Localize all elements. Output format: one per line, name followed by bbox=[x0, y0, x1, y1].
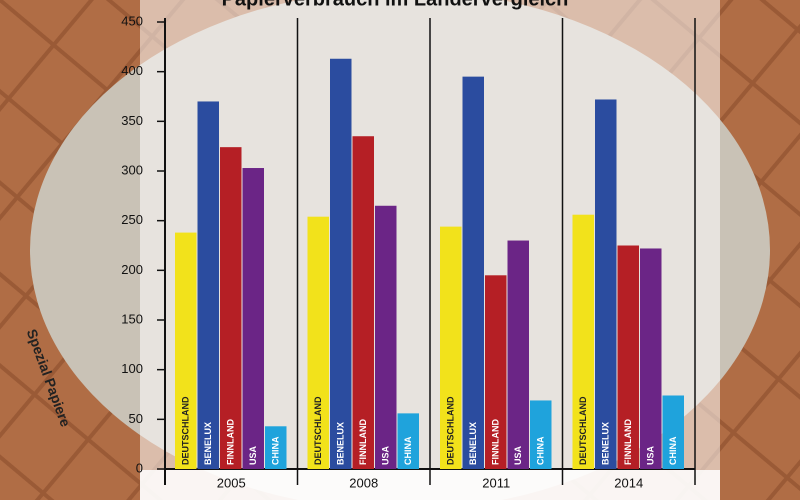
bar bbox=[485, 275, 507, 469]
series-label: CHINA bbox=[271, 436, 281, 465]
series-label: FINNLAND bbox=[623, 419, 633, 465]
bar bbox=[175, 232, 197, 469]
series-label: DEUTSCHLAND bbox=[578, 396, 588, 465]
series-label: DEUTSCHLAND bbox=[181, 396, 191, 465]
y-tick-label: 300 bbox=[121, 162, 143, 177]
bar bbox=[530, 400, 552, 469]
bar bbox=[507, 240, 529, 469]
series-label: DEUTSCHLAND bbox=[313, 396, 323, 465]
y-tick-label: 150 bbox=[121, 311, 143, 326]
bar bbox=[330, 58, 352, 470]
series-label: DEUTSCHLAND bbox=[446, 396, 456, 465]
bar bbox=[595, 99, 617, 469]
bar bbox=[440, 226, 462, 469]
series-label: BENELUX bbox=[601, 422, 611, 465]
bar bbox=[375, 205, 397, 469]
series-label: BENELUX bbox=[336, 422, 346, 465]
y-tick-label: 400 bbox=[121, 63, 143, 78]
y-tick-label: 250 bbox=[121, 212, 143, 227]
series-label: BENELUX bbox=[468, 422, 478, 465]
bar bbox=[220, 147, 242, 469]
series-label: CHINA bbox=[536, 436, 546, 465]
x-tick-label: 2008 bbox=[349, 475, 378, 490]
bar bbox=[462, 76, 484, 469]
series-label: USA bbox=[248, 445, 258, 465]
y-tick-label: 350 bbox=[121, 113, 143, 128]
series-label: USA bbox=[513, 445, 523, 465]
bar bbox=[617, 245, 639, 469]
series-label: USA bbox=[646, 445, 656, 465]
bar bbox=[307, 216, 329, 469]
bar bbox=[242, 168, 264, 469]
y-tick-label: 200 bbox=[121, 262, 143, 277]
series-label: BENELUX bbox=[203, 422, 213, 465]
bar bbox=[265, 426, 287, 469]
series-label: CHINA bbox=[668, 436, 678, 465]
series-label: FINNLAND bbox=[226, 419, 236, 465]
y-tick-label: 50 bbox=[129, 411, 143, 426]
series-label: USA bbox=[381, 445, 391, 465]
series-label: CHINA bbox=[403, 436, 413, 465]
bar bbox=[640, 248, 662, 469]
bar bbox=[662, 395, 684, 469]
series-label: FINNLAND bbox=[358, 419, 368, 465]
bar bbox=[397, 413, 419, 469]
y-tick-label: 100 bbox=[121, 361, 143, 376]
y-tick-label: 450 bbox=[121, 13, 143, 28]
x-tick-label: 2014 bbox=[614, 475, 643, 490]
bar bbox=[572, 214, 594, 469]
bar bbox=[197, 101, 219, 469]
x-tick-label: 2011 bbox=[482, 475, 510, 490]
series-label: FINNLAND bbox=[491, 419, 501, 465]
y-tick-label: 0 bbox=[136, 460, 143, 475]
bar bbox=[352, 136, 374, 469]
chart-title: Papierverbrauch im Ländervergleich bbox=[222, 0, 569, 10]
x-tick-label: 2005 bbox=[217, 475, 246, 490]
